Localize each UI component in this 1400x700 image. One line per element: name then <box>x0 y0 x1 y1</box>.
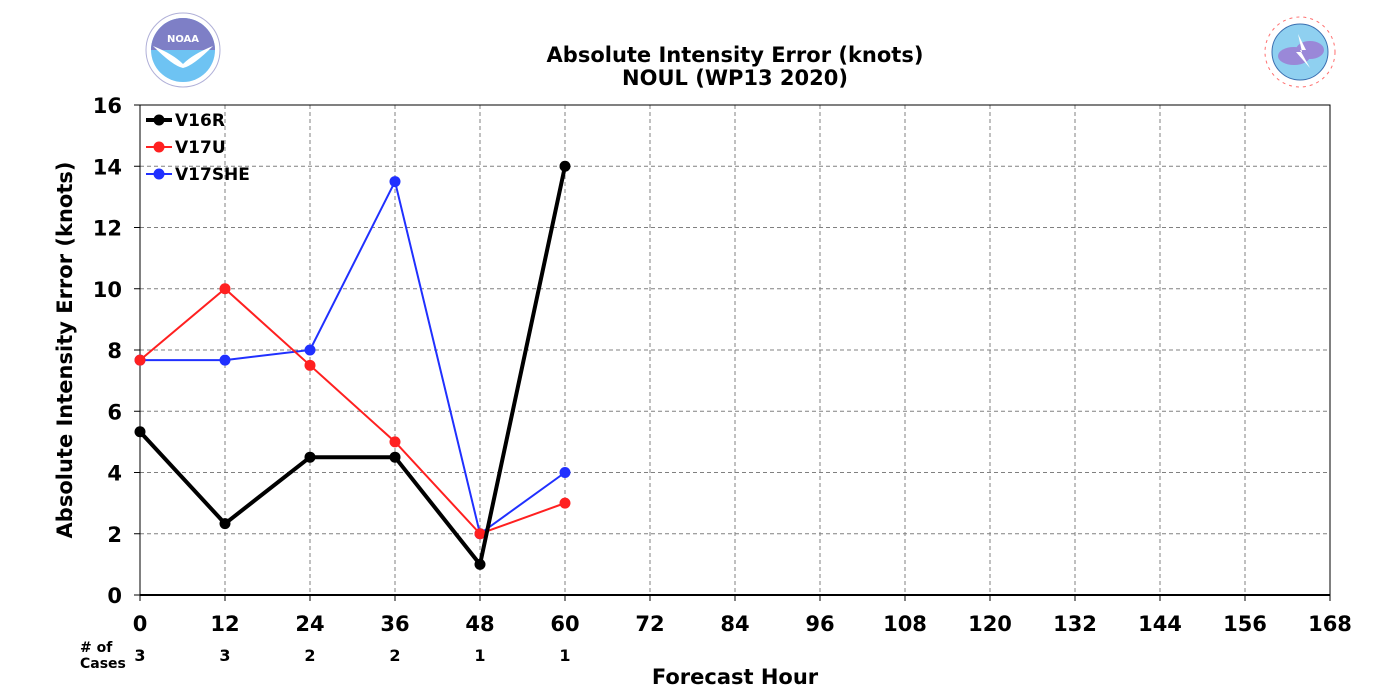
nws-logo <box>1263 15 1337 89</box>
cases-label-line2: Cases <box>80 656 126 672</box>
legend: V16R V17U V17SHE <box>146 111 250 185</box>
series-v17u <box>134 283 571 540</box>
y-tick-label: 0 <box>107 584 122 608</box>
legend-swatch-marker <box>153 114 165 126</box>
chart-subtitle: NOUL (WP13 2020) <box>622 66 848 90</box>
y-tick-label: 10 <box>93 278 122 302</box>
x-tick-label: 156 <box>1223 612 1267 636</box>
legend-label: V16R <box>175 111 225 131</box>
data-point <box>559 160 571 172</box>
series-layer <box>134 160 571 570</box>
y-tick-labels: 0 2 4 6 8 10 12 14 16 <box>93 94 140 608</box>
data-point <box>304 344 316 356</box>
y-tick-label: 14 <box>93 155 122 179</box>
data-point <box>389 451 401 463</box>
series-v17she <box>134 176 571 540</box>
series-line <box>139 287 566 535</box>
data-point <box>304 359 316 371</box>
chart-title: Absolute Intensity Error (knots) <box>547 43 924 67</box>
case-count: 2 <box>304 646 315 665</box>
series-line <box>138 165 567 569</box>
data-point <box>219 354 231 366</box>
noaa-logo: NOAA <box>145 12 221 88</box>
data-point <box>219 283 231 295</box>
x-tick-label: 24 <box>295 612 324 636</box>
y-tick-label: 8 <box>107 339 122 363</box>
legend-swatch-marker <box>153 141 165 153</box>
data-point <box>474 528 486 540</box>
y-tick-label: 4 <box>107 462 122 486</box>
x-tick-label: 108 <box>883 612 927 636</box>
legend-item: V16R <box>146 111 225 131</box>
y-axis-label: Absolute Intensity Error (knots) <box>53 162 77 539</box>
data-point <box>389 436 401 448</box>
cases-values: 3 3 2 2 1 1 <box>134 646 570 665</box>
series-line <box>140 178 566 536</box>
data-point <box>134 354 146 366</box>
y-tick-label: 16 <box>93 94 122 118</box>
x-tick-label: 96 <box>805 612 834 636</box>
case-count: 2 <box>389 646 400 665</box>
y-tick-label: 2 <box>107 523 122 547</box>
data-point <box>474 558 486 570</box>
legend-swatch-marker <box>153 168 165 180</box>
x-tick-label: 36 <box>380 612 409 636</box>
x-tick-label: 12 <box>210 612 239 636</box>
data-point <box>389 176 401 188</box>
legend-label: V17U <box>175 138 226 158</box>
y-tick-label: 12 <box>93 217 122 241</box>
case-count: 3 <box>219 646 230 665</box>
case-count: 1 <box>559 646 570 665</box>
x-tick-labels: 0 12 24 36 48 60 72 84 96 108 120 132 144 156 168 <box>133 595 1352 636</box>
x-tick-label: 84 <box>720 612 749 636</box>
grid-layer <box>140 105 1330 595</box>
x-tick-label: 144 <box>1138 612 1182 636</box>
y-tick-label: 6 <box>107 400 122 424</box>
x-tick-label: 48 <box>465 612 494 636</box>
x-tick-label: 120 <box>968 612 1012 636</box>
data-point <box>559 497 571 509</box>
x-tick-label: 72 <box>635 612 664 636</box>
x-tick-label: 168 <box>1308 612 1352 636</box>
case-count: 1 <box>474 646 485 665</box>
x-tick-label: 132 <box>1053 612 1097 636</box>
legend-label: V17SHE <box>175 165 250 185</box>
legend-item: V17SHE <box>146 165 250 185</box>
cases-label-line1: # of <box>80 640 113 656</box>
x-tick-label: 0 <box>133 612 148 636</box>
x-axis-label: Forecast Hour <box>652 665 819 689</box>
series-v16r <box>134 160 571 570</box>
data-point <box>304 451 316 463</box>
noaa-logo-text: NOAA <box>167 34 199 45</box>
data-point <box>134 426 146 438</box>
data-point <box>219 518 231 530</box>
case-count: 3 <box>134 646 145 665</box>
legend-item: V17U <box>146 138 226 158</box>
x-tick-label: 60 <box>550 612 579 636</box>
data-point <box>559 467 571 478</box>
